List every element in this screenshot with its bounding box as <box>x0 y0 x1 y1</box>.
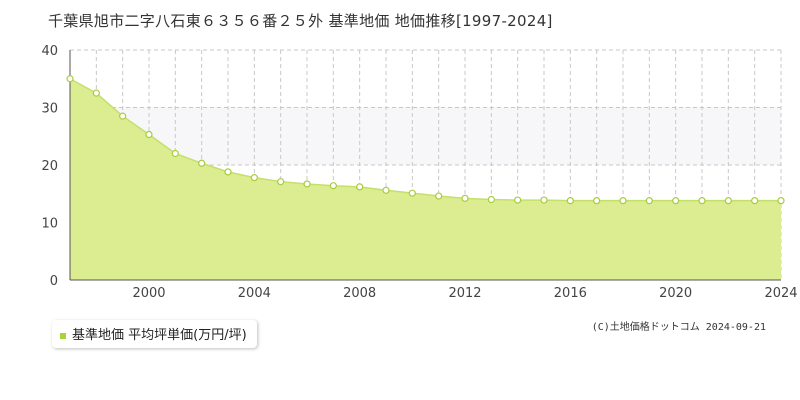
data-point <box>303 180 311 188</box>
x-tick-label: 2012 <box>448 286 481 301</box>
y-tick-label: 20 <box>41 159 58 174</box>
data-point <box>66 75 74 83</box>
plot-band-upper <box>70 50 781 107</box>
data-point <box>698 197 706 205</box>
y-tick-label: 0 <box>50 274 58 289</box>
x-tick-label: 2000 <box>132 286 165 301</box>
data-point <box>514 196 522 204</box>
x-tick-label: 2004 <box>238 286 271 301</box>
x-tick-labels: 2000 2004 2008 2012 2016 2020 2024 <box>132 286 797 301</box>
data-point <box>619 197 627 205</box>
data-point <box>119 112 127 120</box>
data-point <box>224 168 232 176</box>
data-point <box>777 197 785 205</box>
legend: 基準地価 平均坪単価(万円/坪) <box>52 320 257 348</box>
data-point <box>171 149 179 158</box>
data-point <box>250 174 258 182</box>
data-point <box>487 195 495 204</box>
data-point <box>540 196 548 204</box>
chart-title: 千葉県旭市二字八石東６３５６番２５外 基準地価 地価推移[1997-2024] <box>48 12 553 30</box>
data-point <box>751 197 759 205</box>
data-point <box>198 159 206 167</box>
x-tick-label: 2020 <box>659 286 692 301</box>
data-point <box>408 189 416 197</box>
data-point <box>645 197 653 205</box>
data-point <box>435 192 443 200</box>
x-tick-label: 2016 <box>554 286 587 301</box>
data-point <box>92 89 100 97</box>
data-point <box>382 186 390 194</box>
y-tick-label: 40 <box>41 44 58 59</box>
data-point <box>329 182 337 190</box>
data-point <box>356 183 364 191</box>
data-point <box>593 197 601 205</box>
x-tick-label: 2008 <box>343 286 376 301</box>
copyright: (C)土地価格ドットコム 2024-09-21 <box>591 322 766 333</box>
data-point <box>672 197 680 205</box>
data-point <box>566 197 574 205</box>
area-fill <box>70 78 781 280</box>
data-point <box>277 178 285 186</box>
legend-label: 基準地価 平均坪単価(万円/坪) <box>72 328 247 343</box>
markers-layer <box>66 75 785 205</box>
series-line <box>69 78 781 202</box>
x-tick-label: 2024 <box>764 286 797 301</box>
data-point <box>461 194 469 202</box>
data-point <box>724 197 732 205</box>
plot-band-middle <box>70 107 781 165</box>
y-tick-label: 30 <box>41 102 58 117</box>
data-point <box>145 130 153 139</box>
y-tick-labels: 0 10 20 30 40 <box>41 44 58 289</box>
legend-swatch <box>60 332 66 339</box>
y-tick-label: 10 <box>41 217 58 232</box>
